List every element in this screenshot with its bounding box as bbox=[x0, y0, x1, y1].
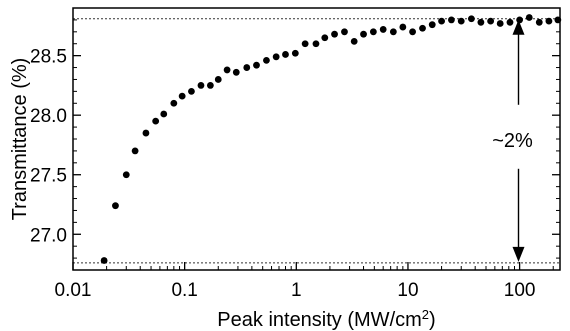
arrow-up-icon bbox=[512, 19, 525, 35]
data-point bbox=[487, 17, 495, 25]
data-point bbox=[350, 37, 358, 45]
data-point bbox=[197, 82, 205, 89]
y-tick-label: 27.0 bbox=[30, 225, 67, 246]
data-point bbox=[545, 17, 553, 25]
data-point bbox=[282, 51, 289, 58]
data-point bbox=[525, 14, 533, 21]
x-axis-label: Peak intensity (MW/cm2) bbox=[217, 307, 435, 331]
data-point bbox=[516, 16, 524, 24]
data-point bbox=[263, 57, 270, 64]
data-point bbox=[379, 26, 387, 33]
data-point bbox=[438, 17, 445, 25]
annotation-label: ~2% bbox=[492, 130, 533, 152]
data-point bbox=[419, 24, 426, 32]
data-point bbox=[100, 257, 108, 264]
data-point bbox=[321, 34, 329, 42]
y-axis-label: Transmittance (%) bbox=[9, 58, 31, 221]
data-point bbox=[188, 87, 195, 95]
data-point bbox=[496, 20, 504, 27]
data-point bbox=[160, 110, 168, 118]
arrow-down-icon bbox=[512, 246, 525, 262]
data-point bbox=[506, 18, 514, 26]
data-point bbox=[341, 28, 348, 36]
annotation: ~2% bbox=[492, 19, 533, 262]
data-point bbox=[360, 30, 367, 38]
data-point bbox=[206, 82, 214, 89]
data-point bbox=[448, 16, 455, 24]
data-point bbox=[152, 117, 160, 125]
y-tick-label: 28.5 bbox=[30, 47, 67, 68]
data-point bbox=[369, 28, 377, 36]
data-point bbox=[477, 18, 485, 26]
x-tick-label: 0.1 bbox=[171, 280, 197, 301]
x-axis: 0.01 0.1 1 10 100 bbox=[55, 262, 554, 301]
y-tick-label: 28.0 bbox=[30, 106, 67, 127]
data-point bbox=[409, 28, 416, 36]
x-tick-label: 1 bbox=[291, 280, 302, 301]
data-points bbox=[100, 14, 562, 264]
data-point bbox=[331, 30, 338, 38]
data-point bbox=[457, 17, 465, 25]
data-point bbox=[223, 66, 231, 74]
data-point bbox=[170, 99, 178, 107]
data-point bbox=[428, 21, 436, 29]
reference-lines bbox=[73, 18, 560, 264]
x-tick-label: 0.01 bbox=[55, 280, 92, 301]
data-point bbox=[142, 129, 150, 137]
data-point bbox=[112, 202, 119, 210]
data-point bbox=[122, 171, 130, 179]
data-point bbox=[389, 28, 397, 36]
plot-frame bbox=[72, 7, 561, 271]
data-point bbox=[243, 64, 251, 71]
data-point bbox=[131, 147, 139, 155]
data-point bbox=[535, 18, 543, 26]
data-point bbox=[301, 40, 309, 48]
x-tick-label: 10 bbox=[397, 280, 418, 301]
data-point bbox=[291, 49, 299, 57]
y-axis: 27.0 27.5 28.0 28.5 bbox=[30, 19, 560, 259]
data-point bbox=[312, 40, 320, 48]
data-point bbox=[272, 53, 280, 61]
data-point bbox=[253, 61, 260, 69]
data-point bbox=[214, 76, 222, 83]
y-tick-label: 27.5 bbox=[30, 166, 67, 187]
data-point bbox=[178, 92, 186, 100]
data-point bbox=[399, 23, 407, 31]
x-tick-label: 100 bbox=[504, 280, 536, 301]
data-point bbox=[468, 15, 475, 23]
data-point bbox=[232, 68, 240, 76]
